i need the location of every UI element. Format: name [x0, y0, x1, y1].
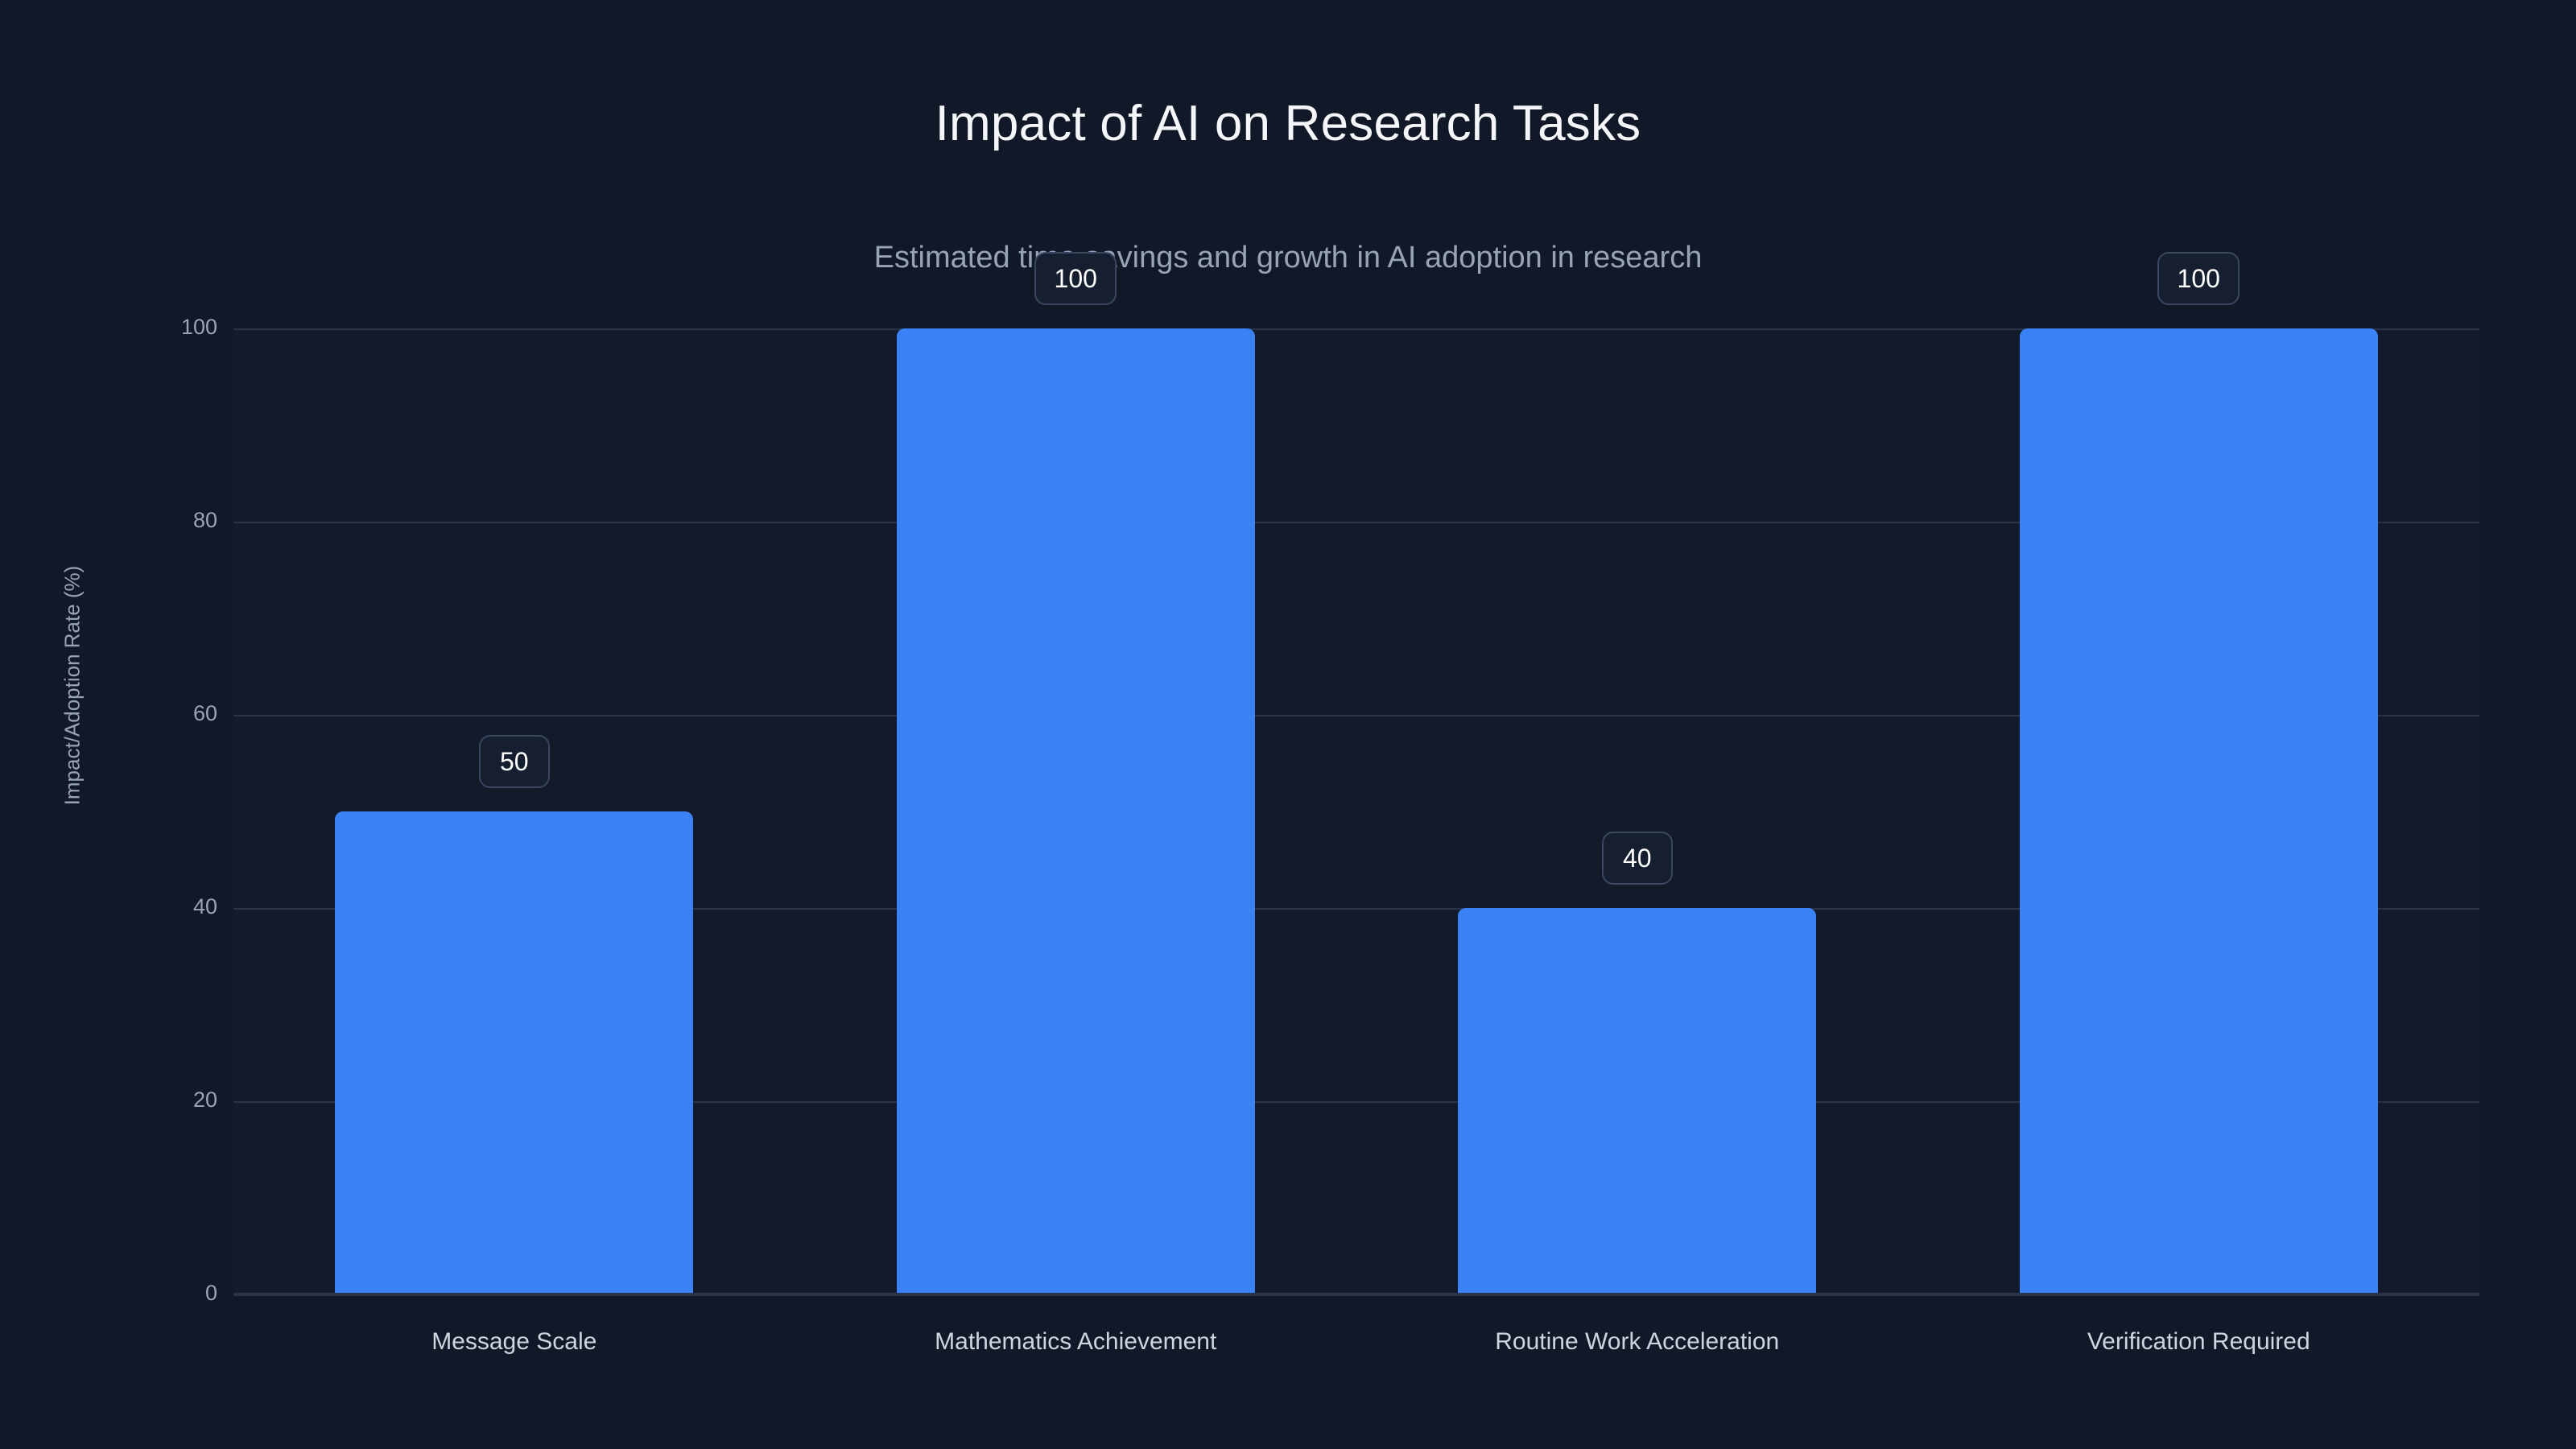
y-axis-tick-label: 80 [192, 508, 217, 532]
y-axis-title: Impact/Adoption Rate (%) [60, 565, 85, 806]
x-axis-tick-label: Message Scale [431, 1328, 597, 1355]
bar[interactable] [896, 328, 1255, 1294]
bar-value-badge: 100 [1034, 252, 1117, 305]
y-axis-tick-label: 100 [180, 315, 217, 339]
bar-value-badge: 50 [478, 735, 550, 788]
gridline [233, 1294, 2479, 1296]
gridline [233, 1101, 2479, 1103]
chart-title: Impact of AI on Research Tasks [935, 96, 1641, 151]
gridline [233, 715, 2479, 716]
plot-area [233, 328, 2479, 1296]
bar-value-badge: 100 [2157, 252, 2240, 305]
gridline [233, 522, 2479, 523]
gridline [233, 908, 2479, 910]
x-axis-tick-label: Mathematics Achievement [935, 1328, 1217, 1355]
y-axis-tick-label: 60 [192, 701, 217, 725]
x-axis-baseline [233, 1293, 2479, 1294]
bar[interactable] [335, 811, 694, 1294]
x-axis-tick-label: Routine Work Acceleration [1495, 1328, 1780, 1355]
bar-value-badge: 40 [1601, 832, 1673, 885]
y-axis-tick-label: 0 [204, 1281, 217, 1305]
chart-subtitle: Estimated time savings and growth in AI … [873, 241, 1703, 275]
x-axis-tick-label: Verification Required [2087, 1328, 2310, 1355]
bar[interactable] [1458, 908, 1817, 1294]
gridline [233, 328, 2479, 330]
y-axis-tick-label: 20 [192, 1088, 217, 1112]
y-axis-tick-label: 40 [192, 894, 217, 919]
bar[interactable] [2019, 328, 2378, 1294]
